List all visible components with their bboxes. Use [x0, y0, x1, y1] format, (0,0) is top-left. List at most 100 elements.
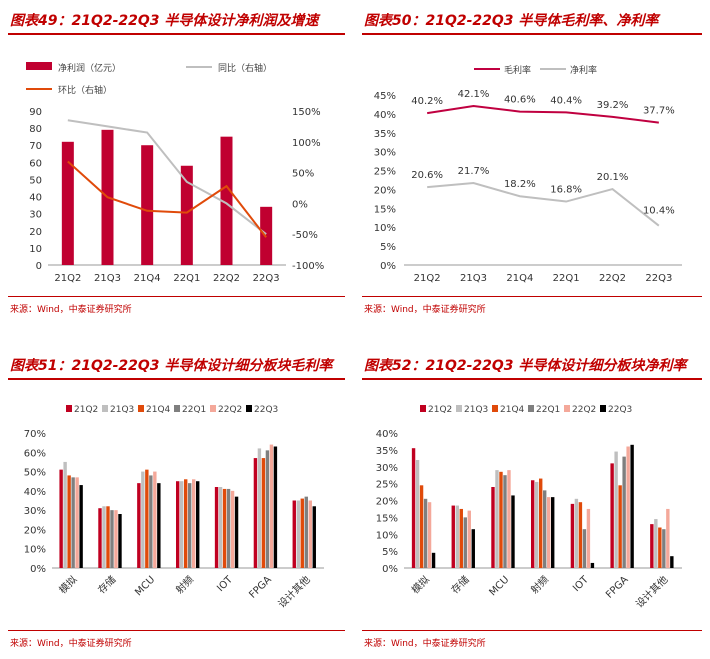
bar-模拟-21Q4	[419, 485, 424, 568]
bar-存储-21Q3	[455, 505, 459, 568]
y-tick-label: 0	[36, 261, 42, 272]
chart-52-title: 图表52：21Q2-22Q3 半导体设计细分板块净利率	[364, 358, 687, 374]
bar-存储-21Q2	[451, 505, 455, 568]
legend-label-0: 毛利率	[504, 64, 531, 76]
chart-50-svg: 毛利率 净利率 0% 5% 10% 15% 20% 25% 30% 35% 40% 45% 21Q2 21…	[374, 64, 682, 284]
bar-MCU-21Q4	[499, 471, 503, 568]
x-tick-label: 22Q2	[599, 273, 626, 284]
bar-射频-22Q3	[551, 497, 555, 568]
bar-设计其他-22Q2	[308, 500, 312, 568]
bar-IOT-21Q4	[222, 488, 227, 568]
data-label: 40.4%	[550, 95, 582, 106]
series-line-1	[427, 182, 660, 227]
legend-swatch-22Q1	[528, 405, 534, 412]
bar-MCU-22Q2	[153, 471, 157, 568]
y-tick-label: 20%	[374, 185, 396, 196]
bar-MCU-22Q1	[503, 475, 507, 568]
bar-MCU-21Q2	[491, 487, 495, 568]
panel-chart-50: 图表50：21Q2-22Q3 半导体毛利率、净利率 毛利率 净利率 0% 5% 10% 1…	[362, 0, 702, 330]
bar-21Q2	[61, 141, 74, 265]
x-tick-label: 射频	[528, 573, 551, 596]
title-rule	[362, 33, 702, 35]
legend-label-1: 同比（右轴）	[218, 62, 272, 74]
y-tick-label: 40%	[376, 429, 398, 440]
bar-存储-21Q3	[102, 506, 106, 568]
legend-label-21Q2: 21Q2	[74, 405, 98, 415]
bar-存储-22Q3	[118, 514, 122, 568]
panel-chart-49: 图表49：21Q2-22Q3 半导体设计净利润及增速 净利润（亿元） 同比（右轴）…	[8, 0, 345, 330]
legend-label-22Q1: 22Q1	[182, 405, 206, 415]
bar-模拟-22Q3	[79, 485, 83, 568]
legend-label-22Q2: 22Q2	[572, 405, 596, 415]
bar-存储-22Q2	[467, 510, 471, 568]
bar-模拟-21Q3	[415, 460, 420, 568]
bar-射频-21Q3	[535, 481, 539, 568]
bar-模拟-22Q2	[427, 502, 432, 568]
x-tick-label: 模拟	[409, 573, 432, 596]
y-tick-label: 10%	[24, 545, 46, 556]
bar-FPGA-21Q2	[610, 463, 614, 568]
data-label: 40.6%	[504, 95, 536, 106]
bar-模拟-21Q2	[59, 469, 63, 568]
y-tick-label: 30	[29, 210, 42, 221]
y-tick-label: 70%	[24, 429, 46, 440]
bar-IOT-22Q1	[226, 488, 231, 568]
legend-swatch-0	[26, 62, 52, 70]
y-tick-label: 15%	[374, 204, 396, 215]
legend-label-1: 净利率	[570, 64, 597, 76]
bar-IOT-21Q3	[574, 498, 579, 568]
bar-设计其他-22Q3	[670, 556, 674, 568]
legend-swatch-21Q3	[102, 405, 108, 412]
title-rule	[8, 33, 345, 35]
y-tick-label: 50%	[24, 468, 46, 479]
legend-swatch-22Q2	[564, 405, 570, 412]
data-label: 39.2%	[597, 100, 629, 111]
bar-FPGA-21Q4	[618, 485, 622, 568]
x-tick-label: 21Q2	[54, 273, 81, 284]
bar-21Q4	[141, 145, 154, 265]
legend-label-22Q3: 22Q3	[254, 405, 278, 415]
x-tick-label: 存储	[95, 573, 118, 596]
legend-label-22Q3: 22Q3	[608, 405, 632, 415]
chart-52-svg: 21Q2 21Q3 21Q4 22Q1 22Q2 22Q3 0% 5% 10% 15% 20% 25%…	[376, 405, 682, 610]
x-tick-label: FPGA	[604, 574, 631, 601]
bar-MCU-22Q3	[511, 495, 515, 568]
bar-存储-22Q3	[471, 529, 475, 568]
x-tick-label: 存储	[448, 573, 471, 596]
y2-tick-label: 100%	[292, 138, 321, 149]
y-tick-label: 90	[29, 107, 42, 118]
bar-射频-21Q2	[531, 480, 535, 568]
title-rule	[8, 378, 345, 380]
panel-chart-52: 图表52：21Q2-22Q3 半导体设计细分板块净利率 21Q2 21Q3 21Q4…	[362, 345, 702, 659]
legend-label-21Q3: 21Q3	[110, 405, 134, 415]
y-tick-label: 0%	[30, 564, 46, 575]
y-tick-label: 20	[29, 227, 42, 238]
bar-FPGA-22Q2	[626, 446, 630, 568]
y-tick-label: 0%	[380, 261, 396, 272]
bar-MCU-22Q2	[507, 470, 511, 568]
y-tick-label: 50	[29, 175, 42, 186]
legend-label-21Q2: 21Q2	[428, 405, 452, 415]
x-tick-label: MCU	[133, 574, 157, 598]
bar-22Q2	[220, 136, 233, 265]
y-tick-label: 10%	[376, 530, 398, 541]
legend-label-2: 环比（右轴）	[58, 84, 112, 96]
y2-tick-label: 50%	[292, 169, 314, 180]
y2-tick-label: -50%	[292, 230, 318, 241]
bar-MCU-21Q4	[145, 469, 149, 568]
data-label: 40.2%	[411, 96, 443, 107]
bar-MCU-21Q2	[137, 483, 141, 568]
legend-swatch-21Q2	[66, 405, 72, 412]
data-label: 42.1%	[458, 89, 490, 100]
bar-IOT-21Q4	[578, 502, 583, 568]
x-tick-label: 22Q3	[645, 273, 672, 284]
legend-label-21Q4: 21Q4	[146, 405, 171, 415]
bar-模拟-22Q1	[71, 477, 75, 568]
bar-存储-22Q2	[114, 510, 118, 568]
x-tick-label: 设计其他	[275, 573, 312, 610]
bar-IOT-22Q3	[590, 562, 595, 568]
y-tick-label: 30%	[24, 506, 46, 517]
bar-存储-21Q4	[459, 508, 463, 568]
x-tick-label: 设计其他	[633, 573, 670, 610]
x-tick-label: FPGA	[247, 574, 274, 601]
